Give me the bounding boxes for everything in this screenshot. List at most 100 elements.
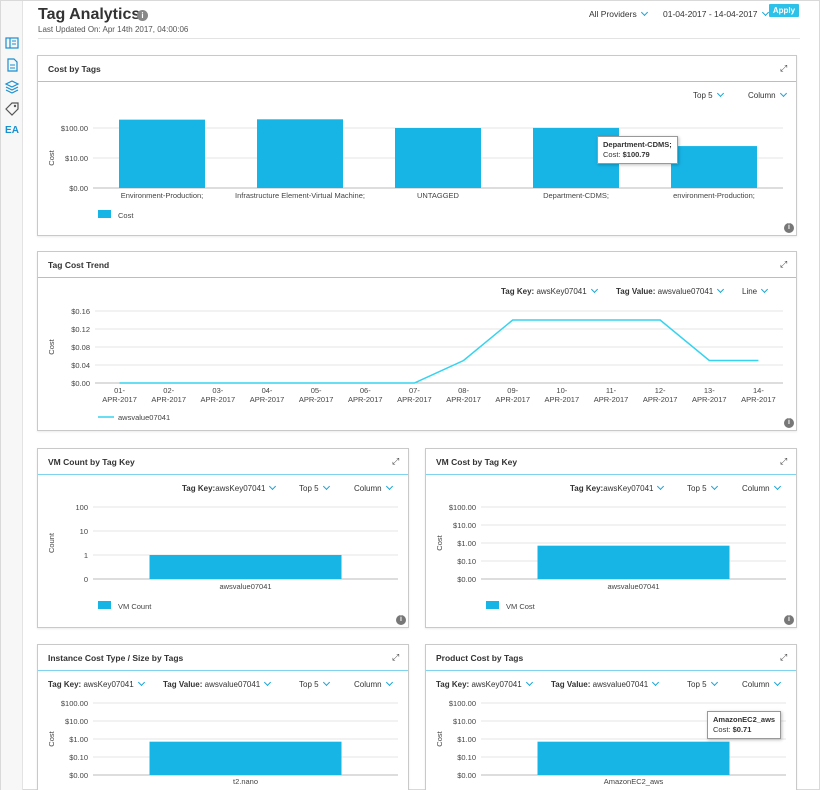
chart-type-select[interactable]: Column <box>354 678 393 689</box>
y-tick-label: $0.00 <box>69 184 88 193</box>
info-icon[interactable]: i <box>137 10 148 21</box>
tag-key-value: awsKey07041 <box>471 680 522 689</box>
header-divider <box>38 38 800 39</box>
panel-title: Tag Cost Trend <box>48 260 110 270</box>
provider-select[interactable]: All Providers <box>589 8 648 19</box>
y-tick-label: $0.10 <box>69 753 88 762</box>
expand-icon[interactable]: ⤢ <box>780 456 788 466</box>
tag-value-value: awsvalue07041 <box>592 680 649 689</box>
chevron-down-icon <box>640 8 648 17</box>
chart-type-select[interactable]: Column <box>748 89 787 100</box>
tag-value-select[interactable]: Tag Value: awsvalue07041 <box>616 285 725 296</box>
tag-value-label: Tag Value: <box>551 680 591 689</box>
chart-type-value: Column <box>354 680 382 689</box>
tag-key-select[interactable]: Tag Key:awsKey07041 <box>570 482 665 493</box>
info-icon[interactable]: i <box>784 223 794 233</box>
y-axis-label: Cost <box>47 149 56 165</box>
top-n-select[interactable]: Top 5 <box>687 678 718 689</box>
ea-icon[interactable]: EA <box>5 125 19 136</box>
legend-swatch <box>98 601 111 609</box>
y-tick-label: $100.00 <box>449 699 476 708</box>
tooltip-cost-label: Cost: <box>603 150 621 159</box>
expand-icon[interactable]: ⤢ <box>392 456 400 466</box>
top-n-select[interactable]: Top 5 <box>693 89 724 100</box>
tag-icon[interactable] <box>4 101 20 117</box>
x-tick-label: 10-APR-2017 <box>545 386 580 404</box>
top-n-select[interactable]: Top 5 <box>299 678 330 689</box>
y-tick-label: $0.16 <box>71 307 90 316</box>
legend-swatch <box>486 601 499 609</box>
tag-key-value: awsKey07041 <box>536 287 587 296</box>
chevron-down-icon <box>264 678 272 687</box>
expand-icon[interactable]: ⤢ <box>780 63 788 73</box>
tag-key-select[interactable]: Tag Key: awsKey07041 <box>436 678 533 689</box>
chevron-down-icon <box>773 482 781 491</box>
expand-icon[interactable]: ⤢ <box>780 259 788 269</box>
y-tick-label: $0.00 <box>69 771 88 780</box>
dashboard-icon[interactable] <box>4 35 20 51</box>
tag-key-select[interactable]: Tag Key: awsKey07041 <box>48 678 145 689</box>
expand-icon[interactable]: ⤢ <box>780 652 788 662</box>
x-tick-label: 04-APR-2017 <box>250 386 285 404</box>
legend-label: awsvalue07041 <box>118 413 170 422</box>
y-tick-label: $0.10 <box>457 753 476 762</box>
info-icon[interactable]: i <box>784 615 794 625</box>
x-tick-label: 01-APR-2017 <box>102 386 137 404</box>
x-tick-label: 09-APR-2017 <box>495 386 530 404</box>
chevron-down-icon <box>269 482 277 491</box>
tag-key-label: Tag Key: <box>570 484 604 493</box>
expand-icon[interactable]: ⤢ <box>392 652 400 662</box>
chart-type-select[interactable]: Line <box>742 285 769 296</box>
legend-label: VM Count <box>118 602 152 611</box>
apply-button[interactable]: Apply <box>769 4 799 17</box>
y-tick-label: $1.00 <box>457 735 476 744</box>
date-range-select[interactable]: 01-04-2017 - 14-04-2017 <box>663 8 769 19</box>
chevron-down-icon <box>322 482 330 491</box>
panel-title: VM Cost by Tag Key <box>436 457 518 467</box>
chart-tooltip: AmazonEC2_aws Cost: $0.71 <box>707 711 782 739</box>
y-tick-label: $10.00 <box>453 717 476 726</box>
chart-type-select[interactable]: Column <box>354 482 393 493</box>
top-n-select[interactable]: Top 5 <box>687 482 718 493</box>
x-tick-label: 05-APR-2017 <box>299 386 334 404</box>
chart-type-value: Column <box>354 484 382 493</box>
y-tick-label: $0.12 <box>71 325 90 334</box>
last-updated-text: Last Updated On: Apr 14th 2017, 04:00:06 <box>38 25 189 34</box>
top-n-value: Top 5 <box>693 91 713 100</box>
chart-type-value: Line <box>742 287 758 296</box>
date-range-value: 01-04-2017 - 14-04-2017 <box>663 9 758 19</box>
info-icon[interactable]: i <box>784 418 794 428</box>
y-axis-label: Cost <box>435 534 444 550</box>
tag-key-value: awsKey07041 <box>215 484 266 493</box>
tag-key-select[interactable]: Tag Key: awsKey07041 <box>501 285 598 296</box>
panel-header-line <box>38 474 408 475</box>
x-tick-label: Department-CDMS; <box>543 191 609 200</box>
chevron-down-icon <box>710 678 718 687</box>
tag-key-select[interactable]: Tag Key:awsKey07041 <box>182 482 277 493</box>
chart-type-select[interactable]: Column <box>742 678 781 689</box>
layers-icon[interactable] <box>4 79 20 95</box>
tag-value-select[interactable]: Tag Value: awsvalue07041 <box>163 678 272 689</box>
tag-key-label: Tag Key: <box>436 680 470 689</box>
cost-by-tags-panel: Cost by Tags ⤢ Top 5 Column $0.00 $10.00 $… <box>37 55 797 236</box>
chart-bar <box>149 555 342 579</box>
vm-count-panel: VM Count by Tag Key ⤢ Tag Key:awsKey0704… <box>37 448 409 628</box>
chart-type-select[interactable]: Column <box>742 482 781 493</box>
document-icon[interactable] <box>4 57 20 73</box>
top-n-value: Top 5 <box>299 484 319 493</box>
chart-bar <box>671 146 757 188</box>
x-tick-label: 03-APR-2017 <box>201 386 236 404</box>
chevron-down-icon <box>717 285 725 294</box>
product-cost-panel: Product Cost by Tags ⤢ Tag Key: awsKey07… <box>425 644 797 790</box>
chevron-down-icon <box>322 678 330 687</box>
tag-key-value: awsKey07041 <box>83 680 134 689</box>
x-tick-label: t2.nano <box>233 777 258 786</box>
provider-select-value: All Providers <box>589 9 637 19</box>
tag-value-select[interactable]: Tag Value: awsvalue07041 <box>551 678 660 689</box>
top-n-value: Top 5 <box>687 484 707 493</box>
x-tick-label: awsvalue07041 <box>219 582 271 591</box>
info-icon[interactable]: i <box>396 615 406 625</box>
tooltip-cost-value: $0.71 <box>732 725 752 734</box>
top-n-select[interactable]: Top 5 <box>299 482 330 493</box>
x-tick-label: 07-APR-2017 <box>397 386 432 404</box>
